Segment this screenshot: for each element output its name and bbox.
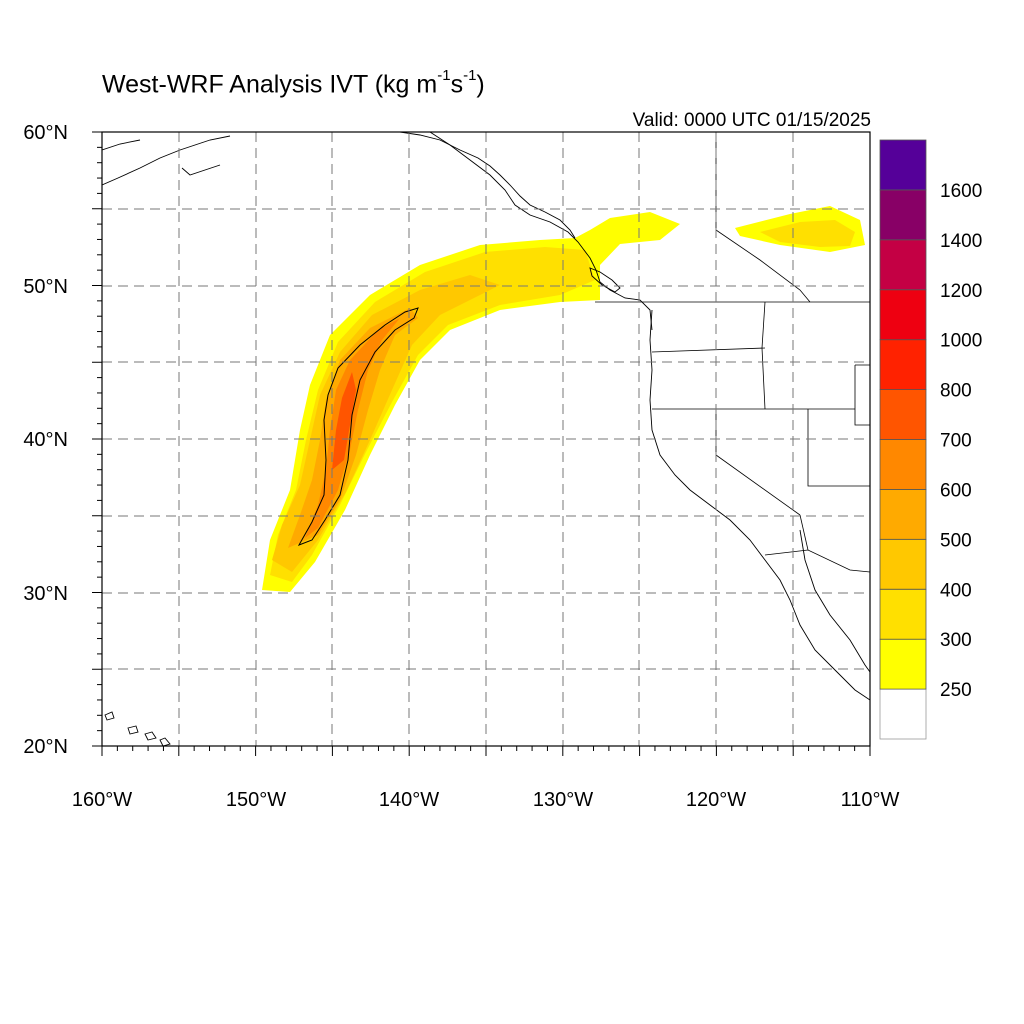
gridlines bbox=[102, 132, 870, 746]
colorbar-label: 800 bbox=[940, 381, 972, 402]
colorbar-swatch bbox=[879, 638, 927, 690]
colorbar-swatch bbox=[879, 189, 927, 241]
lon-label-160w: 160°W bbox=[72, 789, 132, 811]
map-title: West-WRF Analysis IVT (kg m-1s-1) bbox=[102, 67, 485, 99]
colorbar-label: 1600 bbox=[940, 181, 982, 202]
colorbar-label: 700 bbox=[940, 431, 972, 452]
colorbar-swatch bbox=[879, 488, 927, 540]
nv-ca-border bbox=[715, 409, 801, 516]
bc-coast bbox=[429, 132, 653, 331]
ivt-contour-300 bbox=[270, 247, 595, 582]
colorbar-swatch bbox=[879, 389, 927, 440]
axis-ticks bbox=[92, 131, 871, 756]
ivt-contour-250 bbox=[262, 212, 680, 592]
lat-label-30n: 30°N bbox=[23, 583, 68, 605]
colorbar-label: 250 bbox=[940, 680, 972, 701]
az-border bbox=[799, 514, 809, 551]
lon-label-120w: 120°W bbox=[686, 789, 746, 811]
id-border bbox=[761, 301, 766, 410]
hawaii bbox=[104, 711, 171, 746]
alaska-coast bbox=[102, 132, 576, 239]
ivt-field bbox=[262, 206, 865, 592]
baja-coast bbox=[799, 529, 870, 673]
lon-label-130w: 130°W bbox=[533, 789, 593, 811]
ivt-contour-300b bbox=[760, 220, 855, 247]
colorbar-swatch bbox=[879, 339, 927, 391]
valid-time-label: Valid: 0000 UTC 01/15/2025 bbox=[632, 110, 871, 131]
colorbar-label: 1200 bbox=[940, 281, 982, 302]
colorbar-swatch bbox=[879, 688, 927, 740]
ivt-contour-700 bbox=[332, 372, 356, 470]
colorbar-swatch bbox=[879, 239, 927, 291]
or-wa-border bbox=[651, 347, 766, 353]
us-west-coast bbox=[649, 309, 870, 701]
vancouver-island bbox=[589, 267, 621, 293]
lat-label-40n: 40°N bbox=[23, 429, 68, 451]
colorbar-swatch bbox=[879, 139, 927, 191]
political-borders bbox=[595, 132, 870, 573]
lon-label-150w: 150°W bbox=[226, 789, 286, 811]
coastlines bbox=[102, 132, 870, 746]
colorbar-swatch bbox=[879, 588, 927, 640]
colorbar-swatch bbox=[879, 538, 927, 590]
lat-label-20n: 20°N bbox=[23, 736, 68, 758]
colorbar-label: 600 bbox=[940, 480, 972, 501]
wy-border bbox=[854, 364, 870, 426]
colorbar-label: 300 bbox=[940, 630, 972, 651]
colorbar-label: 400 bbox=[940, 580, 972, 601]
colorbar-labels: 250 300 400 500 600 700 800 1000 1200 1400 1600 bbox=[940, 181, 982, 701]
colorbar bbox=[879, 139, 927, 740]
mexico-border bbox=[764, 549, 870, 573]
ivt-core-contour bbox=[297, 307, 419, 546]
lat-axis-labels: 20°N 30°N 40°N 50°N 60°N bbox=[23, 122, 68, 758]
colorbar-label: 1400 bbox=[940, 231, 982, 252]
colorbar-swatch bbox=[879, 439, 927, 490]
colorbar-swatch bbox=[879, 289, 927, 341]
lat-label-60n: 60°N bbox=[23, 122, 68, 144]
lon-axis-labels: 160°W 150°W 140°W 130°W 120°W 110°W bbox=[72, 789, 900, 811]
ut-border bbox=[807, 409, 870, 487]
colorbar-label: 1000 bbox=[940, 331, 982, 352]
ivt-contour-600 bbox=[305, 318, 400, 538]
lon-label-110w: 110°W bbox=[841, 789, 900, 811]
lon-label-140w: 140°W bbox=[379, 789, 439, 811]
lat-label-50n: 50°N bbox=[23, 276, 68, 298]
colorbar-label: 500 bbox=[940, 530, 972, 551]
